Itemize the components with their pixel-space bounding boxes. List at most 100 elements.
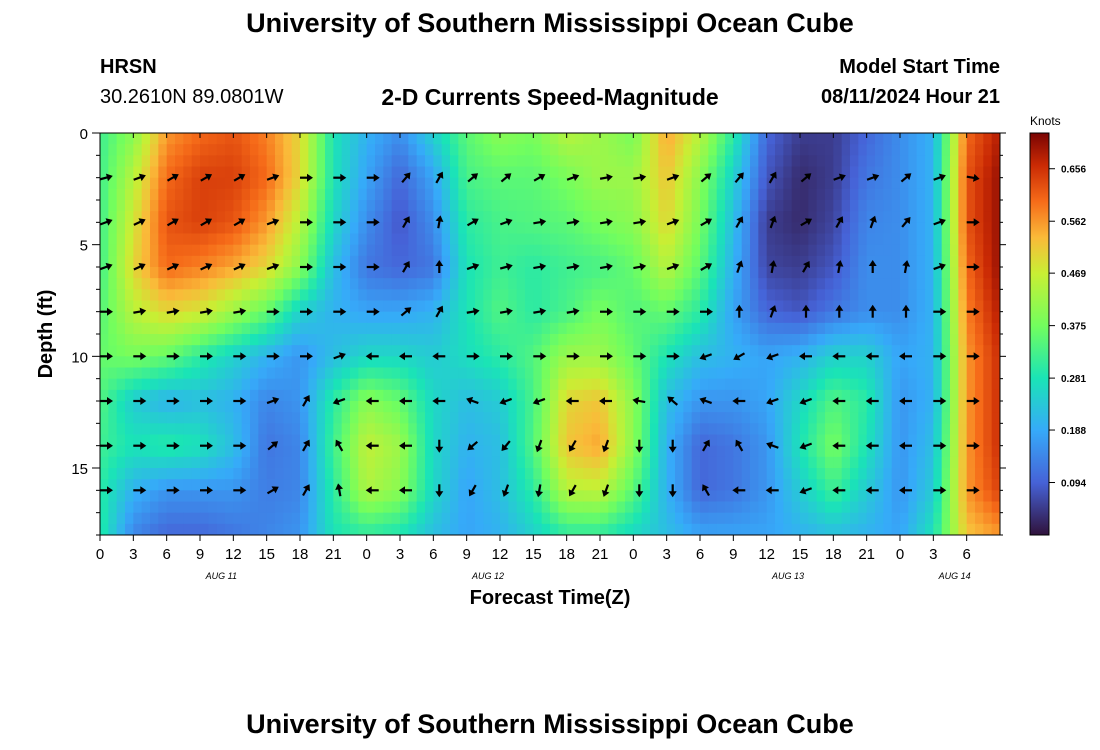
heat-cell (291, 401, 301, 413)
heat-cell (116, 200, 126, 212)
heat-cell (641, 211, 651, 223)
heat-cell (275, 501, 284, 514)
heat-cell (766, 267, 776, 279)
heat-cell (658, 389, 668, 402)
heat-cell (166, 144, 176, 156)
current-vector-arrow (702, 484, 710, 497)
current-vector-arrow (500, 173, 512, 183)
heat-cell (233, 267, 243, 279)
heat-cell (933, 423, 943, 436)
heat-cell (641, 177, 651, 190)
heat-cell (591, 311, 601, 324)
heat-cell (916, 200, 926, 212)
heat-cell (508, 367, 518, 380)
heat-cell (441, 244, 451, 257)
heat-cell (408, 188, 418, 201)
heat-cell (100, 278, 109, 290)
heat-cell (258, 412, 268, 424)
heat-cell (366, 523, 376, 535)
heat-cell (791, 200, 801, 212)
heat-cell (550, 300, 559, 313)
heat-cell (350, 188, 359, 201)
heat-cell (491, 523, 501, 535)
heat-cell (950, 378, 959, 391)
heat-cell (391, 412, 401, 424)
heat-cell (758, 222, 768, 235)
heat-cell (675, 367, 684, 380)
heat-cell (400, 188, 409, 201)
heat-cell (875, 423, 884, 436)
heat-cell (783, 244, 793, 257)
heat-cell (991, 289, 1000, 302)
heat-cell (725, 278, 734, 290)
heat-cell (133, 367, 143, 380)
heat-cell (100, 188, 109, 201)
arrow-head (240, 486, 247, 495)
heat-cell (925, 133, 934, 145)
heat-cell (550, 456, 559, 469)
heat-cell (683, 188, 693, 201)
heat-cell (625, 523, 634, 535)
heat-cell (808, 401, 818, 413)
arrow-head (107, 397, 113, 405)
heat-cell (316, 211, 326, 223)
heat-cell (400, 166, 409, 179)
heat-cell (491, 278, 501, 290)
heat-cell (925, 233, 934, 246)
heat-cell (933, 479, 943, 491)
heat-cell (741, 456, 751, 469)
heat-cell (375, 144, 384, 156)
heat-cell (366, 389, 376, 402)
heat-cell (666, 334, 676, 346)
heat-cell (616, 356, 626, 369)
heat-cell (800, 244, 809, 257)
heat-cell (591, 456, 601, 469)
heat-cell (808, 144, 818, 156)
heat-cell (566, 389, 576, 402)
heat-cell (741, 144, 751, 156)
heat-cell (833, 334, 843, 346)
heat-cell (300, 188, 309, 201)
heat-cell (316, 233, 326, 246)
heat-cell (283, 177, 293, 190)
heat-cell (733, 512, 743, 525)
heat-cell (350, 434, 359, 447)
heat-cell (575, 512, 584, 525)
heat-cell (233, 445, 243, 458)
current-vector-arrow (565, 397, 579, 405)
heat-cell (366, 289, 376, 302)
heat-cell (700, 389, 709, 402)
heat-cell (558, 267, 568, 279)
heat-cell (716, 311, 726, 324)
heat-cell (233, 233, 243, 246)
heat-cell (741, 188, 751, 201)
heat-cell (208, 468, 218, 480)
heat-cell (958, 255, 968, 268)
heat-cell (816, 255, 826, 268)
heat-cell (908, 401, 918, 413)
heat-cell (525, 267, 534, 279)
heat-cell (425, 389, 434, 402)
heat-cell (225, 166, 234, 179)
heat-cell (800, 378, 809, 391)
heat-cell (925, 423, 934, 436)
heat-cell (716, 144, 726, 156)
heat-cell (941, 300, 951, 313)
current-vector-arrow (432, 352, 446, 361)
heat-cell (133, 133, 143, 145)
heat-cell (466, 412, 476, 424)
heat-cell (783, 334, 793, 346)
heat-cell (408, 389, 418, 402)
heat-cell (275, 490, 284, 503)
heat-cell (875, 244, 884, 257)
heat-cell (150, 133, 159, 145)
heat-cell (750, 378, 759, 391)
heat-cell (808, 300, 818, 313)
heat-cell (741, 445, 751, 458)
heat-cell (508, 401, 518, 413)
heat-cell (725, 512, 734, 525)
heat-cell (483, 523, 493, 535)
current-vector-arrow (435, 260, 444, 273)
heat-cell (550, 188, 559, 201)
heat-cell (175, 334, 184, 346)
